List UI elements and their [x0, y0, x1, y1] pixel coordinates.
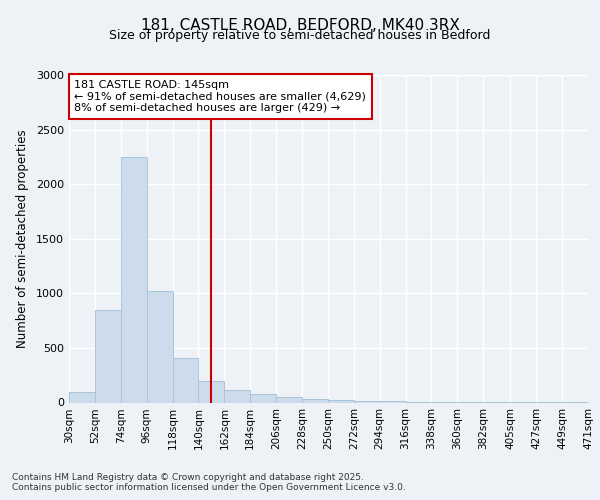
Bar [173, 358, 199, 403]
Text: 181, CASTLE ROAD, BEDFORD, MK40 3RX: 181, CASTLE ROAD, BEDFORD, MK40 3RX [140, 18, 460, 32]
Bar [69, 392, 95, 402]
Bar [302, 399, 328, 402]
Text: Contains HM Land Registry data © Crown copyright and database right 2025.: Contains HM Land Registry data © Crown c… [12, 472, 364, 482]
Bar [121, 157, 146, 402]
Bar [224, 390, 250, 402]
Bar [354, 401, 380, 402]
Bar [146, 291, 173, 403]
Bar [328, 400, 354, 402]
Bar [276, 397, 302, 402]
Text: 181 CASTLE ROAD: 145sqm
← 91% of semi-detached houses are smaller (4,629)
8% of : 181 CASTLE ROAD: 145sqm ← 91% of semi-de… [74, 80, 366, 113]
Bar [95, 310, 121, 402]
Bar [199, 380, 224, 402]
Text: Size of property relative to semi-detached houses in Bedford: Size of property relative to semi-detach… [109, 29, 491, 42]
Bar [250, 394, 276, 402]
Text: Contains public sector information licensed under the Open Government Licence v3: Contains public sector information licen… [12, 482, 406, 492]
Y-axis label: Number of semi-detached properties: Number of semi-detached properties [16, 130, 29, 348]
